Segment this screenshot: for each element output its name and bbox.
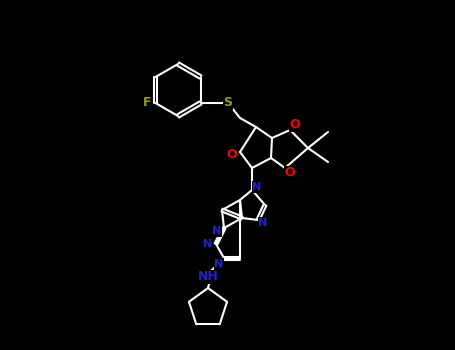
Text: S: S — [223, 97, 233, 110]
Text: N: N — [258, 218, 268, 228]
Text: O: O — [227, 147, 238, 161]
Text: N: N — [212, 226, 222, 236]
Text: NH: NH — [197, 271, 218, 284]
Text: N: N — [214, 259, 223, 269]
Text: F: F — [143, 97, 152, 110]
Text: O: O — [290, 119, 300, 132]
Text: N: N — [253, 182, 262, 192]
Text: N: N — [203, 239, 212, 249]
Text: O: O — [285, 167, 295, 180]
